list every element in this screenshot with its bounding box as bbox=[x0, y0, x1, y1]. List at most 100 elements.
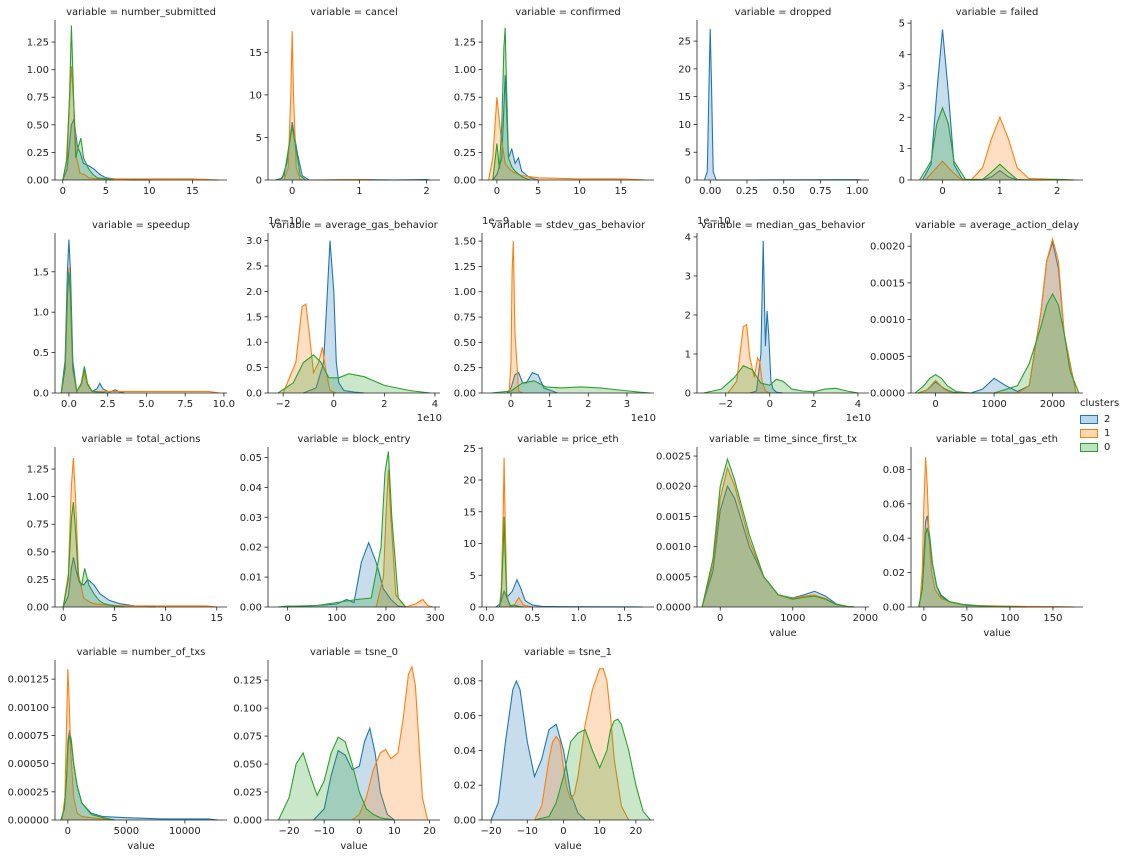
y-tick-label: 0.00 bbox=[883, 603, 905, 614]
y-tick-label: 0.0005 bbox=[870, 352, 905, 363]
legend-label: 0 bbox=[1104, 441, 1111, 453]
legend-item-0: 0 bbox=[1080, 440, 1126, 454]
y-tick-label: 0.00 bbox=[27, 603, 49, 614]
density-line-1 bbox=[919, 457, 1075, 608]
y-tick-label: 25 bbox=[678, 37, 691, 48]
panel-title: variable = tsne_0 bbox=[310, 647, 398, 658]
x-tick-label: 0 bbox=[331, 399, 337, 410]
density-fill-2 bbox=[507, 372, 558, 393]
facet-panel: 0.00 0.25 0.50 0.75 1.00 1.25 0 5 10 15 variable =… bbox=[27, 434, 227, 624]
x-tick-label: 0.75 bbox=[809, 186, 831, 197]
x-tick-label: 1.5 bbox=[617, 613, 633, 624]
density-fill-1 bbox=[499, 457, 533, 607]
x-tick-label: 10 bbox=[159, 613, 172, 624]
density-fill-1 bbox=[925, 117, 1075, 180]
facet-panel: 0.0000 0.0005 0.0010 0.0015 0.0020 0 1000 2000 v… bbox=[870, 220, 1083, 410]
y-tick-label: 1 bbox=[899, 144, 905, 155]
y-tick-label: 0.25 bbox=[454, 148, 476, 159]
x-tick-label: 2 bbox=[811, 399, 817, 410]
facet-panel: 0.00 0.02 0.04 0.06 0.08 0 50 100 150 variable = … bbox=[883, 434, 1083, 639]
y-tick-label: 15 bbox=[249, 48, 262, 59]
x-tick-label: 0 bbox=[356, 826, 362, 837]
y-tick-label: 1 bbox=[685, 349, 691, 360]
density-fill-0 bbox=[277, 451, 406, 607]
x-tick-label: 4 bbox=[855, 399, 861, 410]
y-tick-label: 5 bbox=[470, 571, 476, 582]
y-tick-label: 10 bbox=[249, 90, 262, 101]
x-tick-label: 1000 bbox=[780, 613, 805, 624]
x-tick-label: 15 bbox=[615, 186, 628, 197]
y-tick-label: 3 bbox=[685, 271, 691, 282]
x-tick-label: 15 bbox=[186, 186, 199, 197]
density-fill-1 bbox=[62, 669, 115, 820]
density-fill-1 bbox=[702, 468, 855, 607]
density-line-1 bbox=[61, 668, 115, 821]
x-tick-label: 2 bbox=[1054, 186, 1060, 197]
legend-item-1: 1 bbox=[1080, 426, 1126, 440]
y-tick-label: 4 bbox=[685, 232, 691, 243]
density-fill-2 bbox=[922, 29, 1018, 181]
density-line-2 bbox=[918, 515, 1075, 608]
density-fill-0 bbox=[60, 735, 115, 820]
x-tick-label: 0 bbox=[65, 826, 71, 837]
facet-panel: 0.00 0.25 0.50 0.75 1.00 1.25 1.50 0 1 2 3 1e−9 1e10… bbox=[454, 216, 656, 424]
density-fill-1 bbox=[283, 304, 337, 393]
y-tick-label: 5 bbox=[685, 148, 691, 159]
y-tick-label: 0.0 bbox=[33, 389, 49, 400]
x-tick-label: 200 bbox=[376, 613, 395, 624]
panel-title: variable = total_actions bbox=[82, 434, 201, 445]
y-tick-label: 1.00 bbox=[27, 65, 49, 76]
facet-panel: 0.00 0.25 0.50 0.75 1.00 1.25 0 5 10 15 variable =… bbox=[27, 7, 227, 197]
x-tick-label: 1000 bbox=[981, 399, 1006, 410]
x-tick-label: 0 bbox=[284, 613, 290, 624]
x-tick-label: 2 bbox=[585, 399, 591, 410]
density-line-2 bbox=[492, 75, 539, 181]
y-tick-label: 0.01 bbox=[240, 573, 262, 584]
density-line-0 bbox=[62, 25, 115, 181]
y-tick-label: 0.0015 bbox=[656, 512, 691, 523]
legend: clusters 2 1 0 bbox=[1080, 398, 1126, 454]
y-tick-label: 0.00025 bbox=[8, 787, 49, 798]
x-tick-label: 2 bbox=[423, 186, 429, 197]
y-tick-label: 2 bbox=[899, 113, 905, 124]
density-fill-0 bbox=[499, 516, 524, 607]
panel-title: variable = price_eth bbox=[517, 434, 618, 445]
y-tick-label: 0.06 bbox=[454, 711, 476, 722]
x-tick-label: 0.5 bbox=[525, 613, 541, 624]
y-tick-label: 0.100 bbox=[233, 704, 262, 715]
facet-panel: 0.00 0.25 0.50 0.75 1.00 1.25 0 5 10 15 variable =… bbox=[454, 7, 654, 197]
y-tick-label: 1.25 bbox=[454, 38, 476, 49]
panel-title: variable = dropped bbox=[735, 7, 832, 18]
y-tick-label: 1.0 bbox=[33, 308, 49, 319]
y-tick-label: 0.50 bbox=[27, 547, 49, 558]
density-fill-2 bbox=[282, 542, 406, 607]
density-fill-0 bbox=[63, 502, 125, 607]
x-tick-label: 0.0 bbox=[479, 613, 495, 624]
panel-title: variable = confirmed bbox=[515, 7, 621, 18]
y-tick-label: 0 bbox=[685, 389, 691, 400]
density-line-0 bbox=[918, 527, 1028, 608]
x-tick-label: −2 bbox=[276, 399, 291, 410]
x-offset-label: 1e10 bbox=[631, 413, 656, 424]
y-tick-label: 1.25 bbox=[27, 465, 49, 476]
density-line-1 bbox=[62, 457, 217, 608]
density-line-0 bbox=[701, 457, 855, 608]
legend-title: clusters bbox=[1080, 398, 1120, 409]
y-tick-label: 0.50 bbox=[454, 120, 476, 131]
density-line-0 bbox=[277, 451, 407, 608]
y-tick-label: 10 bbox=[463, 539, 476, 550]
density-fill-1 bbox=[376, 469, 433, 607]
y-tick-label: 0.025 bbox=[233, 788, 262, 799]
y-tick-label: 0.05 bbox=[240, 453, 262, 464]
density-fill-0 bbox=[915, 293, 1079, 393]
panel-title: variable = average_action_delay bbox=[915, 220, 1079, 231]
x-tick-label: 0 bbox=[939, 186, 945, 197]
density-fill-2 bbox=[702, 486, 855, 607]
density-fill-0 bbox=[278, 737, 395, 820]
x-tick-label: 100 bbox=[327, 613, 346, 624]
y-tick-label: 20 bbox=[678, 64, 691, 75]
y-tick-label: 0.00125 bbox=[8, 675, 49, 686]
x-tick-label: 150 bbox=[1043, 613, 1062, 624]
x-tick-label: 15 bbox=[210, 613, 223, 624]
density-line-0 bbox=[492, 27, 531, 181]
